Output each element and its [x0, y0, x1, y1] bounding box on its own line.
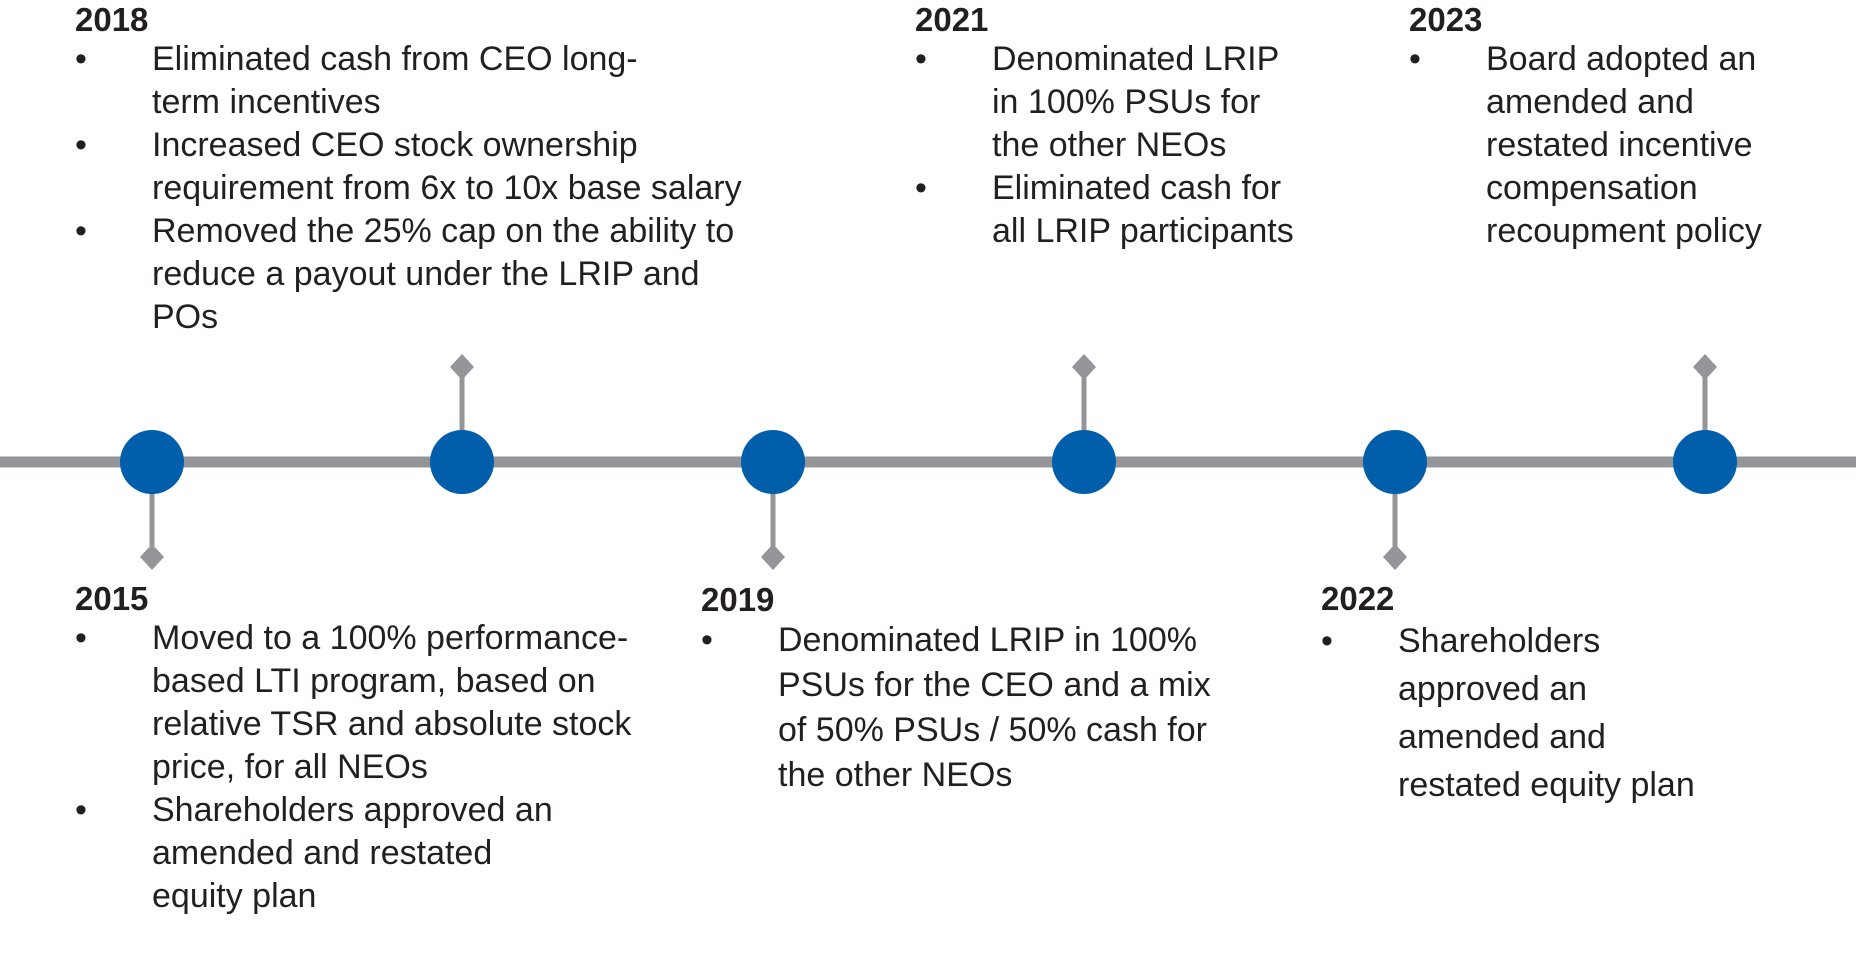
event-bullet: Eliminated cash from CEO long-term incen… — [75, 38, 672, 124]
timeline-node-2015 — [120, 430, 184, 494]
event-bullet: Increased CEO stock ownership requiremen… — [75, 124, 812, 210]
timeline-node-2019 — [741, 430, 805, 494]
event-bullet: Shareholders approved an amended and res… — [1321, 617, 1718, 809]
event-2018: 2018 Eliminated cash from CEO long-term … — [75, 2, 835, 339]
event-year: 2023 — [1409, 1, 1483, 38]
diamond-marker-2022 — [1383, 544, 1407, 570]
event-bullet: Denominated LRIP in 100% PSUs for the CE… — [701, 618, 1228, 798]
timeline-node-2021 — [1052, 430, 1116, 494]
event-bullet-list: Denominated LRIP in 100% PSUs for the CE… — [701, 618, 1261, 798]
event-bullet: Denominated LRIP in 100% PSUs for the ot… — [915, 38, 1292, 167]
diamond-marker-2015 — [140, 544, 164, 570]
diamond-marker-2018 — [450, 354, 474, 380]
event-year: 2018 — [75, 1, 149, 38]
event-year: 2022 — [1321, 580, 1395, 617]
event-bullet-list: Denominated LRIP in 100% PSUs for the ot… — [915, 38, 1335, 253]
timeline-node-2022 — [1363, 430, 1427, 494]
event-year: 2021 — [915, 1, 989, 38]
event-2021: 2021 Denominated LRIP in 100% PSUs for t… — [915, 2, 1335, 253]
event-bullet: Moved to a 100% performance-based LTI pr… — [75, 617, 662, 789]
event-bullet: Board adopted an amended and restated in… — [1409, 38, 1786, 253]
diamond-marker-2021 — [1072, 354, 1096, 380]
event-bullet: Eliminated cash for all LRIP participant… — [915, 167, 1322, 253]
event-2015: 2015 Moved to a 100% performance-based L… — [75, 581, 695, 918]
event-bullet: Removed the 25% cap on the ability to re… — [75, 210, 772, 339]
event-bullet-list: Eliminated cash from CEO long-term incen… — [75, 38, 835, 339]
event-year: 2019 — [701, 581, 775, 618]
event-year: 2015 — [75, 580, 149, 617]
diamond-marker-2023 — [1693, 354, 1717, 380]
timeline-node-2023 — [1673, 430, 1737, 494]
event-2022: 2022 Shareholders approved an amended an… — [1321, 581, 1801, 809]
timeline-node-2018 — [430, 430, 494, 494]
event-bullet-list: Board adopted an amended and restated in… — [1409, 38, 1849, 253]
event-bullet-list: Shareholders approved an amended and res… — [1321, 617, 1801, 809]
diamond-marker-2019 — [761, 544, 785, 570]
event-bullet-list: Moved to a 100% performance-based LTI pr… — [75, 617, 695, 918]
event-2019: 2019 Denominated LRIP in 100% PSUs for t… — [701, 582, 1261, 798]
event-2023: 2023 Board adopted an amended and restat… — [1409, 2, 1849, 253]
event-bullet: Shareholders approved an amended and res… — [75, 789, 572, 918]
